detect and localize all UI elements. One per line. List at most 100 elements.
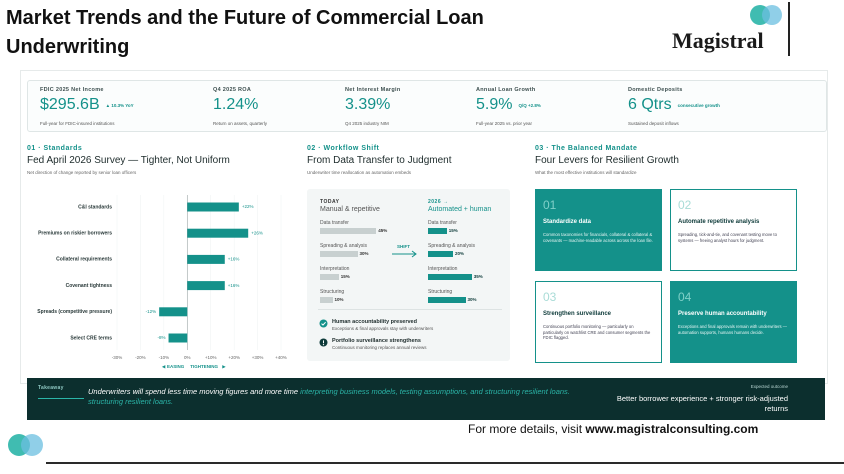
- note-title: Human accountability preserved: [332, 319, 417, 325]
- lever-card: 03 Strengthen surveillance Continuous port…: [535, 281, 662, 363]
- x-tick-label: +20%: [228, 355, 240, 360]
- card-title: Automate repetitive analysis: [678, 219, 760, 225]
- kpi-label: Annual Loan Growth: [476, 87, 536, 93]
- kpi-value: 3.39%: [345, 96, 391, 113]
- bar: [428, 274, 472, 280]
- bar-value: 15%: [448, 228, 458, 233]
- kpi-label: FDIC 2025 Net Income: [40, 87, 104, 93]
- workflow-panel: [307, 189, 510, 361]
- row-label: Structuring: [428, 289, 453, 295]
- kpi-note: Sustained deposit inflows: [628, 121, 679, 126]
- kpi-note: Return on assets, quarterly: [213, 121, 268, 126]
- lever-card: 01 Standardize data Common taxonomies for …: [535, 189, 662, 271]
- takeaway-rule: [38, 398, 84, 399]
- card-title: Preserve human accountability: [678, 311, 767, 317]
- bar-value: 35%: [473, 274, 483, 279]
- takeaway-main: Underwriters will spend less time moving…: [88, 387, 299, 396]
- bar: [428, 297, 466, 303]
- row-label: Data transfer: [428, 220, 457, 226]
- logo-text: Magistral: [672, 28, 764, 53]
- bar: [320, 297, 333, 303]
- bar: [320, 274, 339, 280]
- row-label: Data transfer: [320, 220, 349, 226]
- logo-rule: [788, 2, 790, 56]
- legend-arrow: ▶: [222, 364, 226, 369]
- page-title: Market Trends and the Future of Commerci…: [6, 7, 484, 58]
- y-tick-label: C&I standards: [78, 204, 112, 210]
- legend-left: EASING: [167, 364, 185, 369]
- kpi-value: $295.6B: [40, 96, 100, 113]
- kpi-note: Full-year for FDIC-insured institutions: [40, 121, 115, 126]
- card-number: 01: [543, 198, 557, 212]
- section-kicker: 02 · Workflow Shift: [307, 145, 380, 152]
- y-tick-label: Covenant tightness: [66, 283, 113, 289]
- kpi-row: 5.9% Q/Q +2.8%: [476, 96, 541, 114]
- legend-right: TIGHTENING: [190, 364, 218, 369]
- bar-value: 30%: [467, 297, 477, 302]
- value-label: +16%: [228, 283, 240, 288]
- column-title: 2026 →: [428, 199, 449, 205]
- row-label: Spreading & analysis: [320, 243, 367, 249]
- value-label: +16%: [228, 257, 240, 262]
- bar-value: 20%: [455, 251, 465, 256]
- divider: [318, 309, 502, 310]
- kpi-label: Domestic Deposits: [628, 87, 683, 93]
- footer-link[interactable]: www.magistralconsulting.com: [585, 422, 759, 436]
- kpi-label: Net Interest Margin: [345, 87, 401, 93]
- bar: [168, 333, 188, 343]
- kpi-label: Q4 2025 ROA: [213, 87, 252, 93]
- footer-rule: [46, 462, 844, 464]
- kpi-row: 3.39%: [345, 96, 390, 114]
- kpi-value: 6 Qtrs: [628, 96, 672, 113]
- y-tick-label: Premiums on riskier borrowers: [38, 231, 112, 237]
- section-subtitle: What the most effective institutions wil…: [535, 170, 637, 175]
- kpi-strip: [27, 80, 827, 132]
- lever-card: 02 Automate repetitive analysis Spreading,…: [670, 189, 797, 271]
- card-number: 04: [678, 290, 692, 304]
- row-label: Interpretation: [320, 266, 350, 272]
- outcome-label: Expected outcome: [750, 384, 788, 389]
- value-label: +22%: [242, 204, 254, 209]
- bar: [187, 281, 225, 291]
- bar-value: 15%: [340, 274, 350, 279]
- footer-logo-mark: [8, 434, 43, 456]
- column-title: TODAY: [320, 199, 340, 205]
- value-label: +26%: [251, 230, 263, 235]
- bar: [187, 228, 249, 238]
- outcome-text: Better borrower experience + stronger ri…: [616, 394, 788, 413]
- x-tick-label: 0%: [184, 355, 191, 360]
- legend-arrow: ◀: [162, 364, 166, 369]
- section-kicker: 01 · Standards: [27, 145, 83, 152]
- bar-value: 30%: [359, 251, 369, 256]
- lever-card: 04 Preserve human accountability Exception…: [670, 281, 797, 363]
- note-title: Portfolio surveillance strengthens: [332, 338, 421, 344]
- y-tick-label: Collateral requirements: [56, 257, 112, 263]
- kpi-row: $295.6B ▲ 10.3% YoY: [40, 96, 134, 114]
- row-label: Spreading & analysis: [428, 243, 475, 249]
- kpi-note: Q4 2025 industry NIM: [345, 121, 389, 126]
- x-tick-label: -10%: [159, 355, 170, 360]
- section-title: From Data Transfer to Judgment: [307, 155, 452, 166]
- footer: For more details, visit www.magistralcon…: [468, 422, 758, 436]
- x-tick-label: -30%: [112, 355, 123, 360]
- kpi-delta: ▲ 10.3% YoY: [105, 102, 134, 108]
- kpi-row: 1.24%: [213, 96, 258, 114]
- kpi-row: 6 Qtrs consecutive growth: [628, 96, 720, 114]
- card-text: Common taxonomies for financials, collat…: [543, 232, 653, 243]
- shift-label: SHIFT: [397, 244, 410, 249]
- card-number: 02: [678, 198, 692, 212]
- check-icon: [319, 319, 328, 328]
- column-subtitle: Manual & repetitive: [320, 206, 380, 213]
- kpi-delta: consecutive growth: [677, 102, 720, 108]
- logo-mark: [750, 5, 782, 25]
- x-tick-label: -20%: [135, 355, 146, 360]
- shift-arrow: [392, 250, 417, 258]
- card-text: Continuous portfolio monitoring — partic…: [543, 324, 651, 340]
- kpi-value: 5.9%: [476, 96, 513, 113]
- takeaway-label: Takeaway: [38, 385, 64, 391]
- note-text: Exceptions & final approvals stay with u…: [332, 326, 434, 331]
- footer-text: For more details, visit: [468, 422, 583, 436]
- x-tick-label: +10%: [205, 355, 217, 360]
- bar: [428, 228, 447, 234]
- bar: [159, 307, 188, 317]
